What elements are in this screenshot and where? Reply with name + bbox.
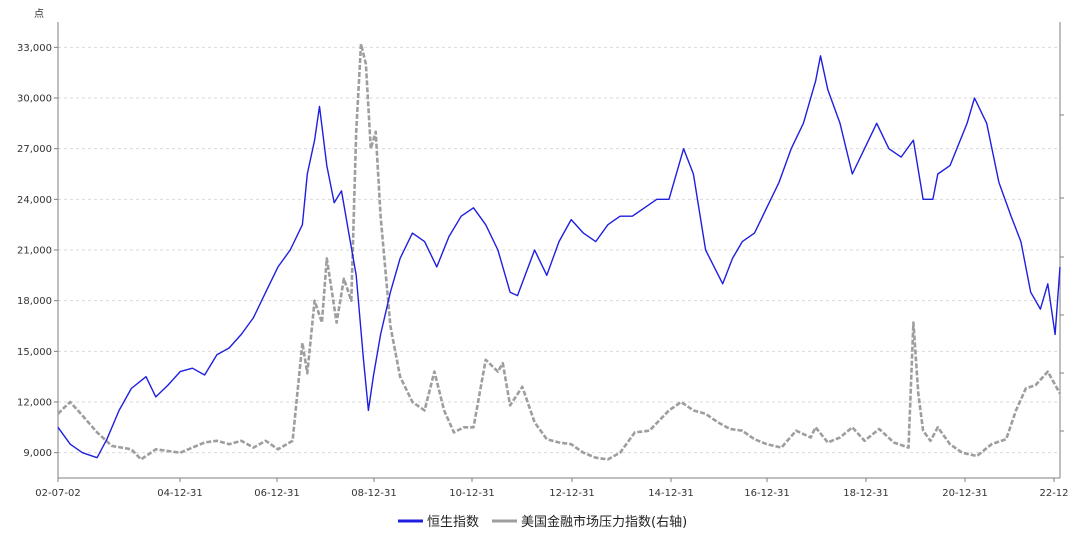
x-tick-label: 20-12-31 <box>942 488 987 499</box>
x-tick-label: 18-12-31 <box>843 488 888 499</box>
x-tick-label: 12-12-31 <box>549 488 594 499</box>
x-tick-label: 08-12-31 <box>351 488 396 499</box>
x-tick-label: 16-12-31 <box>744 488 789 499</box>
y-tick-label: 27,000 <box>17 144 52 155</box>
y-tick-label: 15,000 <box>17 347 52 358</box>
y-tick-label: 30,000 <box>17 94 52 105</box>
x-tick-label: 06-12-31 <box>254 488 299 499</box>
series <box>57 42 1062 461</box>
x-tick-label: 04-12-31 <box>157 488 202 499</box>
legend-label-stress: 美国金融市场压力指数(右轴) <box>521 514 687 530</box>
series-line-stress-index <box>57 42 1062 461</box>
legend-label-hsi: 恒生指数 <box>427 515 479 530</box>
y-tick-label: 21,000 <box>17 246 52 257</box>
legend: 恒生指数 美国金融市场压力指数(右轴) <box>398 514 687 530</box>
axes: 点 9,000 12,000 15,000 18,000 21,000 24,000 27,… <box>17 8 1069 499</box>
y-tick-label: 33,000 <box>17 43 52 54</box>
series-line-hang-seng <box>57 55 1061 459</box>
y-unit-label: 点 <box>34 8 44 20</box>
y-tick-label: 12,000 <box>17 398 52 409</box>
x-tick-label: 14-12-31 <box>648 488 693 499</box>
x-tick-label: 02-07-02 <box>35 488 80 499</box>
y-tick-label: 9,000 <box>23 448 52 459</box>
x-tick-label: 22-12 <box>1039 488 1068 499</box>
x-tick-label: 10-12-31 <box>449 488 494 499</box>
gridlines <box>58 46 1060 454</box>
y-tick-label: 24,000 <box>17 195 52 206</box>
y-tick-label: 18,000 <box>17 296 52 307</box>
